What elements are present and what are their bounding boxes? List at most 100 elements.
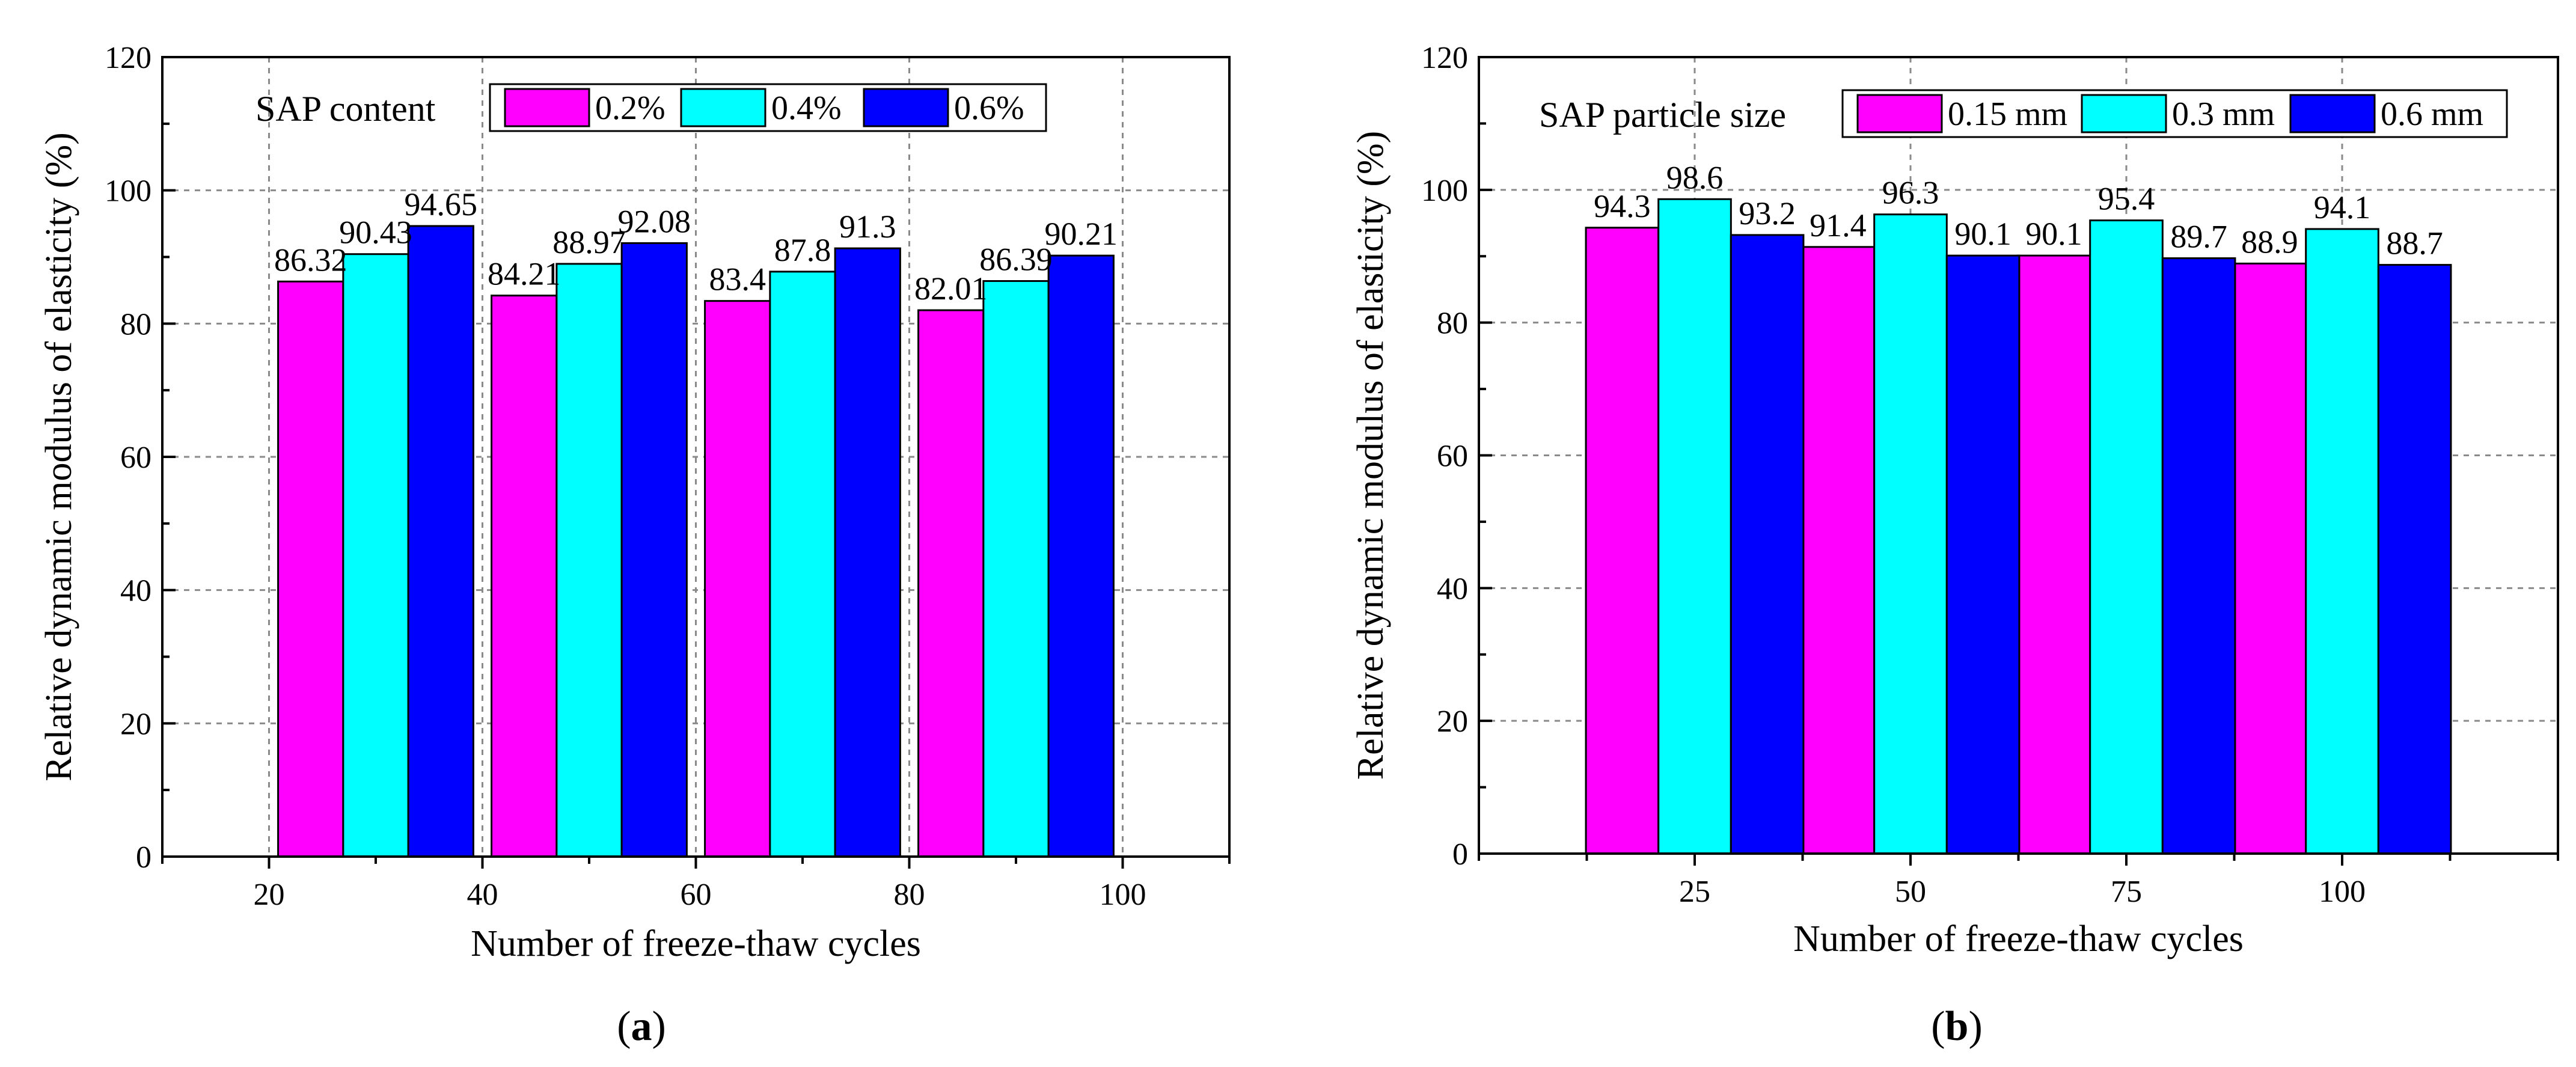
y-tick-label: 120 [105,41,151,75]
bar [834,247,901,858]
bar [1873,213,1948,855]
legend-swatch [2289,94,2376,133]
legend-entry-label: 0.2% [595,90,665,127]
x-axis-label: Number of freeze-thaw cycles [471,923,921,964]
x-tick-label: 20 [254,878,285,912]
bar [620,242,688,858]
bar [1047,254,1115,858]
legend-entry-label: 0.4% [771,90,842,127]
x-tick-label: 25 [1679,875,1710,909]
caption-close-paren: ) [652,1003,666,1050]
bar-value-label: 88.7 [2386,225,2443,261]
bar-value-label: 96.3 [1882,175,1939,211]
bar-value-label: 90.43 [339,215,412,251]
bar [491,295,558,858]
legend-swatch [1856,94,1943,133]
bar [2089,219,2164,855]
bar-value-label: 84.21 [488,256,561,292]
y-tick-label: 80 [120,307,151,341]
bar [2232,262,2307,855]
caption-open-paren: ( [1931,1003,1945,1050]
bar [1585,227,1660,855]
y-tick-label: 80 [1437,307,1468,341]
legend-swatch [680,88,766,127]
panel-caption: (b) [1931,1003,1983,1050]
caption-letter: a [631,1003,652,1050]
bar-value-label: 90.1 [1954,216,2012,252]
bar-value-label: 91.3 [839,209,896,245]
legend-entry-label: 0.15 mm [1948,96,2067,133]
y-tick-label: 20 [1437,705,1468,739]
x-tick-label: 50 [1895,875,1926,909]
bar-value-label: 94.3 [1594,188,1651,224]
y-tick-label: 60 [1437,439,1468,474]
legend-swatch [863,88,949,127]
bar [2161,257,2236,855]
legend-entry-label: 0.3 mm [2172,96,2275,133]
bar-value-label: 88.97 [552,224,626,260]
x-tick-label: 100 [2319,875,2366,909]
y-tick-label: 40 [1437,572,1468,606]
y-tick-label: 60 [120,441,151,475]
bar [407,225,474,858]
bar-value-label: 86.32 [274,242,347,278]
bar-value-label: 94.1 [2314,189,2371,225]
bar-value-label: 89.7 [2170,219,2227,255]
bar-value-label: 95.4 [2098,181,2155,217]
x-tick-label: 100 [1100,878,1146,912]
caption-letter: b [1945,1003,1969,1050]
bar [917,309,985,858]
bar [342,253,409,858]
bar-value-label: 94.65 [405,186,478,222]
bar [1945,254,2021,855]
bar-value-label: 87.8 [774,232,831,268]
bar [555,263,623,858]
panel-caption: (a) [617,1003,666,1050]
legend-entry-label: 0.6 mm [2381,96,2483,133]
x-tick-label: 75 [2111,875,2142,909]
legend-swatch [2081,94,2167,133]
y-tick-label: 40 [120,574,151,608]
bar [277,280,344,858]
bar-value-label: 98.6 [1666,159,1724,195]
bar [2377,264,2452,855]
bar-value-label: 92.08 [618,203,691,239]
bar [2016,254,2091,855]
bar-value-label: 83.4 [709,261,766,298]
bar [2305,228,2379,855]
bar [1730,234,1805,855]
x-axis-label: Number of freeze-thaw cycles [1793,919,2244,959]
bar-value-label: 90.21 [1045,216,1118,252]
bar-value-label: 93.2 [1739,195,1796,231]
x-tick-label: 40 [467,878,498,912]
bar [1657,198,1732,855]
y-axis-label: Relative dynamic modulus of elasticity (… [38,132,79,781]
y-tick-label: 120 [1421,41,1468,75]
y-tick-label: 0 [1452,837,1468,872]
caption-open-paren: ( [617,1003,631,1050]
bar [769,271,836,858]
legend-entry-label: 0.6% [954,90,1024,127]
x-tick-label: 60 [681,878,712,912]
y-tick-label: 100 [105,174,151,209]
chart-panel-b: 94.3 91.4 90.1 88.9 98.6 96.3 95.4 94.1 93.2 90.1… [1350,41,2559,1050]
y-tick-label: 100 [1421,174,1468,208]
bar-value-label: 91.4 [1810,207,1867,243]
legend-swatch [504,88,590,127]
legend-title: SAP particle size [1539,95,1786,135]
legend-title: SAP content [255,89,436,129]
legend-box [1841,89,2508,138]
bar-value-label: 88.9 [2241,224,2298,260]
y-axis-label: Relative dynamic modulus of elasticity (… [1350,131,1391,780]
bar-value-label: 90.1 [2025,216,2082,252]
y-tick-label: 20 [120,707,151,741]
caption-close-paren: ) [1968,1003,1982,1050]
bar-value-label: 86.39 [979,242,1053,278]
chart-panel-a: 86.32 84.21 83.4 82.01 90.43 88.97 87.8 86.39 94… [38,41,1231,1050]
bar [704,300,771,858]
bar [1800,246,1876,855]
bar-value-label: 82.01 [914,271,988,307]
bar [982,280,1050,858]
y-tick-label: 0 [136,840,151,875]
